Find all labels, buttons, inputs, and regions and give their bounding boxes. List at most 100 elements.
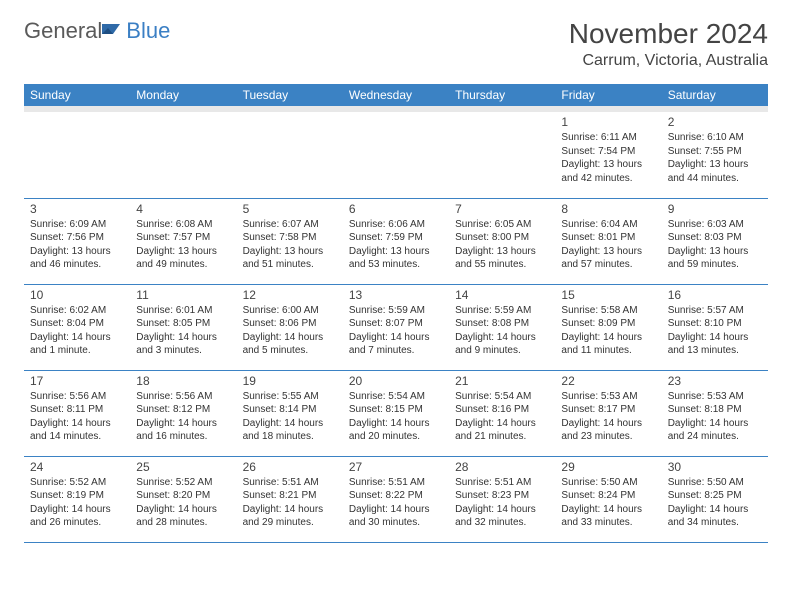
sunrise-text: Sunrise: 5:51 AM: [455, 476, 549, 490]
sunrise-text: Sunrise: 5:57 AM: [668, 304, 762, 318]
day-number: 20: [349, 373, 443, 389]
col-saturday: Saturday: [662, 84, 768, 106]
sunrise-text: Sunrise: 5:52 AM: [136, 476, 230, 490]
sunset-text: Sunset: 8:08 PM: [455, 317, 549, 331]
day-cell: 14Sunrise: 5:59 AMSunset: 8:08 PMDayligh…: [449, 284, 555, 370]
daylight-text: Daylight: 14 hours and 32 minutes.: [455, 503, 549, 530]
col-friday: Friday: [555, 84, 661, 106]
sunrise-text: Sunrise: 6:10 AM: [668, 131, 762, 145]
day-number: 2: [668, 114, 762, 130]
sunset-text: Sunset: 8:20 PM: [136, 489, 230, 503]
sunset-text: Sunset: 8:11 PM: [30, 403, 124, 417]
sunset-text: Sunset: 8:00 PM: [455, 231, 549, 245]
daylight-text: Daylight: 14 hours and 24 minutes.: [668, 417, 762, 444]
sunset-text: Sunset: 8:19 PM: [30, 489, 124, 503]
daylight-text: Daylight: 14 hours and 1 minute.: [30, 331, 124, 358]
sunrise-text: Sunrise: 5:56 AM: [30, 390, 124, 404]
day-cell: 8Sunrise: 6:04 AMSunset: 8:01 PMDaylight…: [555, 198, 661, 284]
daylight-text: Daylight: 14 hours and 21 minutes.: [455, 417, 549, 444]
daylight-text: Daylight: 14 hours and 3 minutes.: [136, 331, 230, 358]
logo-flag-icon: [102, 18, 124, 44]
sunrise-text: Sunrise: 5:58 AM: [561, 304, 655, 318]
day-cell: 21Sunrise: 5:54 AMSunset: 8:16 PMDayligh…: [449, 370, 555, 456]
calendar-table: Sunday Monday Tuesday Wednesday Thursday…: [24, 84, 768, 543]
day-number: 18: [136, 373, 230, 389]
day-number: 14: [455, 287, 549, 303]
sunset-text: Sunset: 8:18 PM: [668, 403, 762, 417]
daylight-text: Daylight: 14 hours and 34 minutes.: [668, 503, 762, 530]
day-cell: 9Sunrise: 6:03 AMSunset: 8:03 PMDaylight…: [662, 198, 768, 284]
day-cell: [237, 112, 343, 198]
daylight-text: Daylight: 14 hours and 11 minutes.: [561, 331, 655, 358]
daylight-text: Daylight: 14 hours and 9 minutes.: [455, 331, 549, 358]
sunset-text: Sunset: 8:25 PM: [668, 489, 762, 503]
day-number: 25: [136, 459, 230, 475]
location: Carrum, Victoria, Australia: [569, 52, 768, 70]
daylight-text: Daylight: 13 hours and 53 minutes.: [349, 245, 443, 272]
daylight-text: Daylight: 13 hours and 49 minutes.: [136, 245, 230, 272]
day-cell: 22Sunrise: 5:53 AMSunset: 8:17 PMDayligh…: [555, 370, 661, 456]
sunset-text: Sunset: 8:15 PM: [349, 403, 443, 417]
sunrise-text: Sunrise: 5:53 AM: [668, 390, 762, 404]
day-cell: 11Sunrise: 6:01 AMSunset: 8:05 PMDayligh…: [130, 284, 236, 370]
sunrise-text: Sunrise: 6:03 AM: [668, 218, 762, 232]
daylight-text: Daylight: 13 hours and 51 minutes.: [243, 245, 337, 272]
day-number: 29: [561, 459, 655, 475]
sunrise-text: Sunrise: 6:08 AM: [136, 218, 230, 232]
sunrise-text: Sunrise: 6:06 AM: [349, 218, 443, 232]
day-number: 3: [30, 201, 124, 217]
daylight-text: Daylight: 13 hours and 55 minutes.: [455, 245, 549, 272]
logo: General Blue: [24, 18, 170, 44]
logo-text-blue: Blue: [126, 18, 170, 44]
sunrise-text: Sunrise: 6:05 AM: [455, 218, 549, 232]
day-number: 30: [668, 459, 762, 475]
sunrise-text: Sunrise: 5:50 AM: [668, 476, 762, 490]
col-wednesday: Wednesday: [343, 84, 449, 106]
sunrise-text: Sunrise: 6:00 AM: [243, 304, 337, 318]
day-cell: 26Sunrise: 5:51 AMSunset: 8:21 PMDayligh…: [237, 456, 343, 542]
sunset-text: Sunset: 7:59 PM: [349, 231, 443, 245]
day-cell: 29Sunrise: 5:50 AMSunset: 8:24 PMDayligh…: [555, 456, 661, 542]
title-block: November 2024 Carrum, Victoria, Australi…: [569, 18, 768, 70]
day-number: 13: [349, 287, 443, 303]
sunrise-text: Sunrise: 5:52 AM: [30, 476, 124, 490]
day-cell: 16Sunrise: 5:57 AMSunset: 8:10 PMDayligh…: [662, 284, 768, 370]
daylight-text: Daylight: 14 hours and 20 minutes.: [349, 417, 443, 444]
day-cell: 12Sunrise: 6:00 AMSunset: 8:06 PMDayligh…: [237, 284, 343, 370]
day-number: 19: [243, 373, 337, 389]
day-number: 1: [561, 114, 655, 130]
daylight-text: Daylight: 14 hours and 13 minutes.: [668, 331, 762, 358]
col-tuesday: Tuesday: [237, 84, 343, 106]
day-cell: 13Sunrise: 5:59 AMSunset: 8:07 PMDayligh…: [343, 284, 449, 370]
daylight-text: Daylight: 13 hours and 59 minutes.: [668, 245, 762, 272]
day-number: 23: [668, 373, 762, 389]
sunset-text: Sunset: 8:07 PM: [349, 317, 443, 331]
day-number: 11: [136, 287, 230, 303]
daylight-text: Daylight: 13 hours and 57 minutes.: [561, 245, 655, 272]
day-cell: 28Sunrise: 5:51 AMSunset: 8:23 PMDayligh…: [449, 456, 555, 542]
daylight-text: Daylight: 14 hours and 28 minutes.: [136, 503, 230, 530]
sunset-text: Sunset: 8:22 PM: [349, 489, 443, 503]
day-cell: 25Sunrise: 5:52 AMSunset: 8:20 PMDayligh…: [130, 456, 236, 542]
day-cell: 15Sunrise: 5:58 AMSunset: 8:09 PMDayligh…: [555, 284, 661, 370]
day-number: 6: [349, 201, 443, 217]
day-cell: 1Sunrise: 6:11 AMSunset: 7:54 PMDaylight…: [555, 112, 661, 198]
sunrise-text: Sunrise: 5:55 AM: [243, 390, 337, 404]
col-monday: Monday: [130, 84, 236, 106]
day-number: 21: [455, 373, 549, 389]
week-row: 24Sunrise: 5:52 AMSunset: 8:19 PMDayligh…: [24, 456, 768, 542]
day-number: 4: [136, 201, 230, 217]
sunset-text: Sunset: 8:12 PM: [136, 403, 230, 417]
week-row: 3Sunrise: 6:09 AMSunset: 7:56 PMDaylight…: [24, 198, 768, 284]
sunset-text: Sunset: 7:54 PM: [561, 145, 655, 159]
sunrise-text: Sunrise: 5:50 AM: [561, 476, 655, 490]
sunset-text: Sunset: 8:23 PM: [455, 489, 549, 503]
header: General Blue November 2024 Carrum, Victo…: [24, 18, 768, 70]
day-number: 9: [668, 201, 762, 217]
sunset-text: Sunset: 7:58 PM: [243, 231, 337, 245]
sunset-text: Sunset: 8:04 PM: [30, 317, 124, 331]
day-number: 8: [561, 201, 655, 217]
day-cell: 27Sunrise: 5:51 AMSunset: 8:22 PMDayligh…: [343, 456, 449, 542]
sunset-text: Sunset: 8:09 PM: [561, 317, 655, 331]
day-number: 17: [30, 373, 124, 389]
